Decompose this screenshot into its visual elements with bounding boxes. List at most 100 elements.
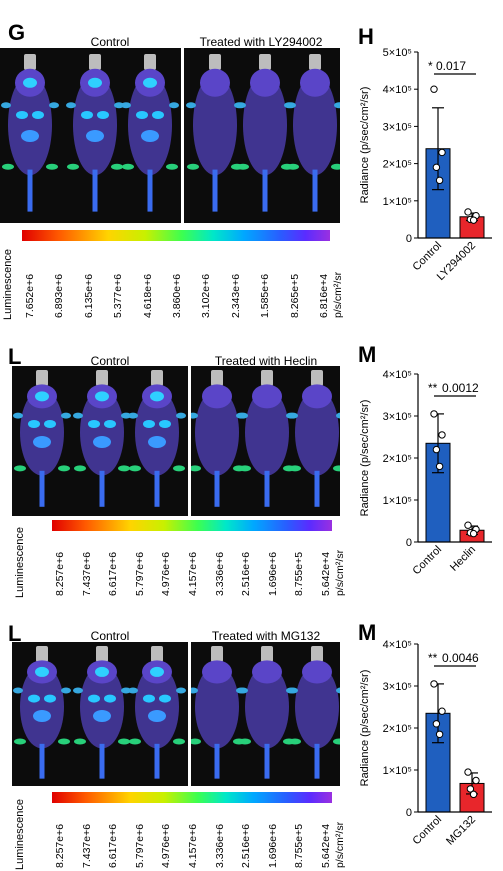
y-axis-label: Radiance (p/sec/cm²/sr) bbox=[359, 670, 371, 787]
bar-chart-ly294002: Radiance (p/sec/cm²/sr) 0 1×10⁵ 2×10⁵ 3×10⁵ 4… bbox=[359, 47, 492, 283]
scale-tick-label: 2.516e+6 bbox=[240, 551, 253, 596]
luminescence-label: Luminescence bbox=[14, 527, 26, 598]
control-label: Control bbox=[90, 629, 130, 643]
mouse-silhouette bbox=[238, 646, 296, 779]
panel-letter-m: M bbox=[358, 342, 377, 367]
panel-letter-l: L bbox=[8, 621, 22, 646]
y-axis-label: Radiance (p/sec/cm²/sr) bbox=[359, 87, 371, 204]
bar-mg132 bbox=[459, 782, 485, 813]
mouse-silhouette bbox=[188, 646, 246, 779]
panel-letter-m: M bbox=[358, 620, 377, 645]
mice-illustration bbox=[13, 646, 340, 779]
data-point bbox=[472, 776, 480, 785]
control-label: Control bbox=[90, 354, 130, 368]
y-tick-label: 4×10⁵ bbox=[383, 639, 412, 651]
y-tick-label: 0 bbox=[406, 537, 412, 549]
scale-tick-label: 7.437e+6 bbox=[80, 551, 93, 596]
treated-label: Treated with MG132 bbox=[211, 629, 321, 643]
scale-tick-label: 4.157e+6 bbox=[187, 823, 199, 868]
y-tick-label: 4×10⁵ bbox=[383, 369, 412, 381]
scale-tick-label: 7.437e+6 bbox=[80, 823, 93, 868]
data-point bbox=[464, 521, 472, 529]
data-point bbox=[438, 148, 446, 157]
p-value: 0.017 bbox=[436, 59, 466, 73]
data-point bbox=[469, 790, 478, 799]
y-tick-label: 4×10⁵ bbox=[383, 84, 412, 96]
scale-tick-label: 5.797e+6 bbox=[133, 551, 146, 596]
category-label: Heclin bbox=[448, 544, 478, 574]
data-point bbox=[466, 785, 475, 793]
scale-unit-label: p/s/cm²/sr bbox=[334, 821, 346, 868]
panel-letter-l: L bbox=[8, 344, 22, 369]
scale-tick-label: 5.642e+4 bbox=[320, 823, 332, 868]
data-point bbox=[435, 462, 444, 471]
scale-tick-label: 8.755e+5 bbox=[293, 551, 306, 596]
bar-chart-mg132: Radiance (p/sec/cm²/sr) 0 1×10⁵ 2×10⁵ 3×10⁵ 4… bbox=[359, 639, 492, 848]
data-point bbox=[435, 176, 444, 185]
mouse-silhouette bbox=[288, 370, 340, 507]
data-point bbox=[464, 768, 472, 776]
image-divider bbox=[188, 366, 191, 516]
scale-tick-label: 1.585e+6 bbox=[259, 273, 272, 318]
data-point bbox=[469, 529, 478, 538]
scale-tick-label: 2.343e+6 bbox=[229, 273, 242, 318]
color-scale-bar bbox=[52, 792, 332, 803]
luminescence-label: Luminescence bbox=[14, 799, 26, 870]
y-tick-label: 1×10⁵ bbox=[383, 196, 412, 208]
data-point bbox=[469, 216, 478, 224]
scale-tick-label: 1.696e+6 bbox=[266, 551, 279, 596]
y-tick-label: 5×10⁵ bbox=[383, 47, 412, 59]
scale-tick-label: 8.257e+6 bbox=[54, 551, 66, 596]
panel-letter-h: H bbox=[358, 24, 374, 49]
data-point bbox=[432, 720, 441, 728]
scale-tick-label: 8.265e+5 bbox=[288, 273, 301, 318]
mice-illustration bbox=[1, 54, 340, 212]
bar-chart-heclin: Radiance (p/sec/cm²/sr) 0 1×10⁵ 2×10⁵ 3×10⁵ 4… bbox=[359, 369, 492, 578]
y-tick-label: 2×10⁵ bbox=[383, 159, 412, 171]
bioluminescence-image bbox=[12, 642, 340, 786]
significance-stars: ** bbox=[428, 651, 438, 665]
y-tick-label: 2×10⁵ bbox=[383, 453, 412, 465]
scale-tick-label: 5.642e+4 bbox=[320, 551, 332, 596]
scale-unit-label: p/s/cm²/sr bbox=[332, 271, 344, 318]
data-point bbox=[435, 730, 444, 739]
mouse-silhouette bbox=[1, 54, 59, 212]
luminescence-label: Luminescence bbox=[2, 249, 14, 320]
data-point bbox=[432, 445, 441, 454]
scale-tick-label: 6.893e+6 bbox=[53, 273, 66, 318]
scale-tick-label: 8.755e+5 bbox=[293, 823, 306, 868]
scale-tick-label: 4.976e+6 bbox=[160, 823, 173, 868]
mouse-silhouette bbox=[13, 370, 71, 507]
significance-stars: ** bbox=[428, 381, 438, 395]
scale-tick-label: 5.797e+6 bbox=[133, 823, 146, 868]
bioluminescence-image bbox=[0, 48, 340, 223]
scale-tick-label: 4.618e+6 bbox=[141, 273, 154, 318]
scale-tick-label: 4.157e+6 bbox=[187, 551, 199, 596]
category-label: Control bbox=[411, 544, 445, 578]
scale-tick-label: 4.976e+6 bbox=[160, 551, 173, 596]
control-label: Control bbox=[90, 35, 130, 49]
data-point bbox=[432, 163, 441, 172]
mouse-silhouette bbox=[188, 370, 246, 507]
scale-unit-label: p/s/cm²/sr bbox=[334, 549, 346, 596]
image-divider bbox=[188, 642, 191, 786]
treated-label: Treated with Heclin bbox=[214, 354, 318, 368]
scale-tick-label: 6.617e+6 bbox=[107, 551, 120, 596]
scale-tick-label: 1.696e+6 bbox=[266, 823, 279, 868]
mouse-silhouette bbox=[236, 54, 294, 212]
mouse-silhouette bbox=[13, 646, 71, 779]
scale-tick-label: 2.516e+6 bbox=[240, 823, 253, 868]
mice-illustration bbox=[13, 370, 340, 507]
scale-tick-label: 5.377e+6 bbox=[112, 273, 125, 318]
mouse-silhouette bbox=[186, 54, 244, 212]
category-label: Control bbox=[411, 240, 445, 274]
y-tick-label: 3×10⁵ bbox=[383, 121, 412, 133]
y-tick-label: 3×10⁵ bbox=[383, 411, 412, 423]
bioluminescence-image bbox=[12, 366, 340, 516]
scale-tick-label: 3.336e+6 bbox=[213, 823, 226, 868]
data-point bbox=[430, 85, 438, 93]
treated-label: Treated with LY294002 bbox=[199, 35, 323, 49]
y-tick-label: 1×10⁵ bbox=[383, 495, 412, 507]
scale-tick-label: 6.135e+6 bbox=[82, 273, 95, 318]
